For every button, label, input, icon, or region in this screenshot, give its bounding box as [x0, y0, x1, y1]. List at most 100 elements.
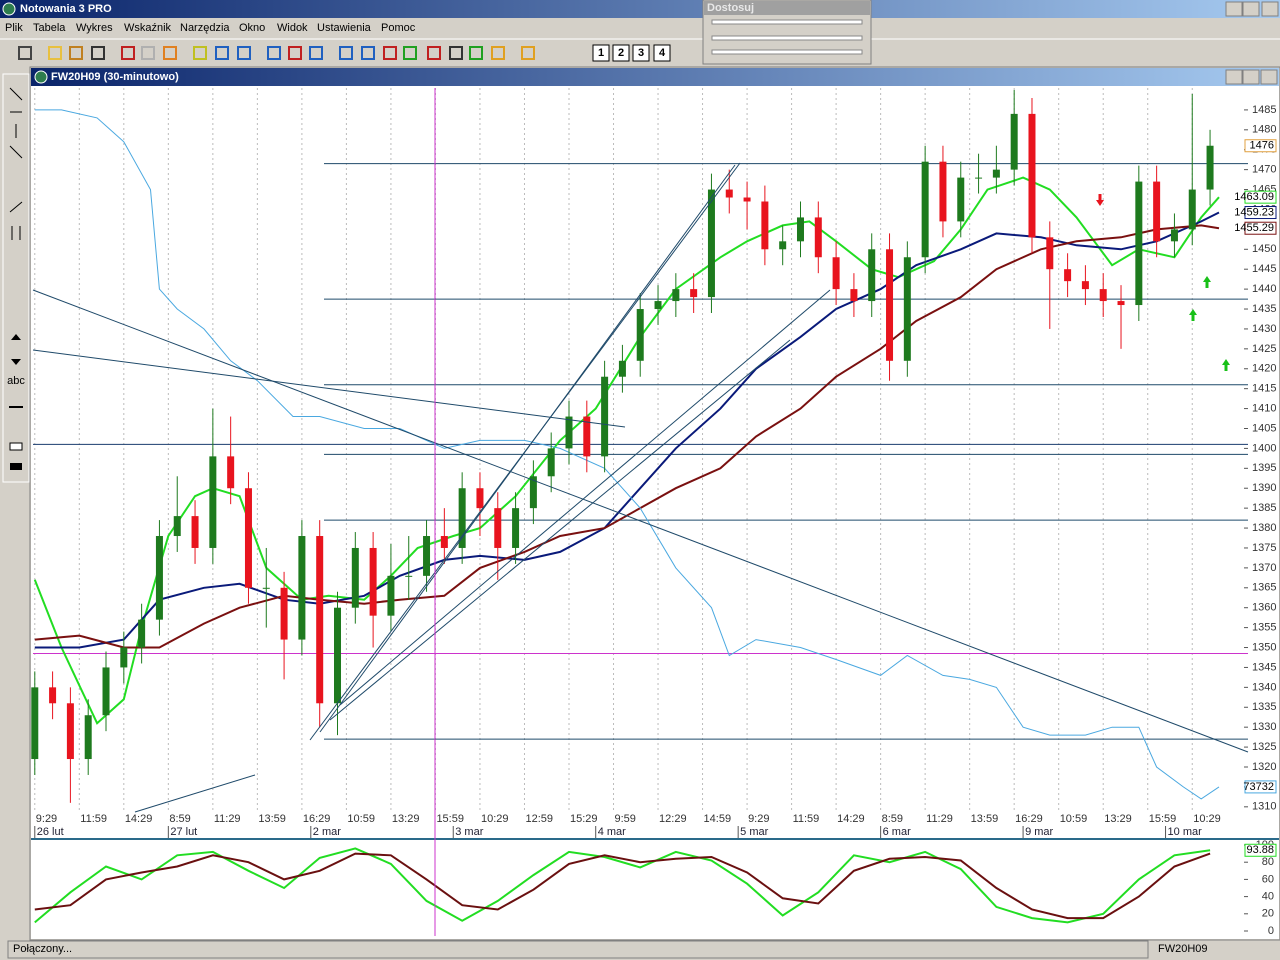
toolbar-button[interactable] — [383, 46, 397, 60]
candle-body — [476, 488, 484, 509]
candle-body — [440, 536, 448, 548]
candle-body — [173, 516, 181, 537]
y-tick-label: 1405 — [1252, 422, 1276, 434]
menu-item[interactable]: Wykres — [76, 22, 113, 34]
toolbar-button[interactable] — [141, 46, 155, 60]
candle-body — [832, 257, 840, 290]
value-tag — [1244, 206, 1277, 220]
slider[interactable] — [711, 49, 863, 55]
page-label[interactable]: 2 — [618, 47, 624, 59]
candle-body — [1064, 269, 1072, 282]
toolbar-button[interactable] — [267, 46, 281, 60]
maximize-button[interactable] — [1242, 69, 1260, 85]
toolbar-button[interactable] — [215, 46, 229, 60]
app-icon — [2, 2, 16, 16]
menu-item[interactable]: Ustawienia — [317, 22, 372, 34]
toolbar-button[interactable] — [469, 46, 483, 60]
minimize-button[interactable] — [1225, 69, 1243, 85]
y-tick-label: 1375 — [1252, 542, 1276, 554]
menu-item[interactable]: Okno — [239, 22, 265, 34]
window-buttons[interactable] — [1225, 1, 1279, 17]
y-tick-label: 1335 — [1252, 701, 1276, 713]
x-tick-label: 12:59 — [525, 813, 553, 825]
toolbar-button[interactable] — [121, 46, 135, 60]
maximize-button[interactable] — [1242, 1, 1260, 17]
menu-item[interactable]: Plik — [5, 22, 23, 34]
candle-body — [1153, 181, 1161, 242]
indicator-line — [34, 211, 1220, 649]
y-tick-label: 1440 — [1252, 283, 1276, 295]
toolbar-button[interactable] — [361, 46, 375, 60]
candle-body — [743, 197, 751, 202]
candle-body — [244, 488, 252, 588]
page-label[interactable]: 4 — [659, 47, 666, 59]
oscillator-chart: 02040608010093.88 — [34, 839, 1277, 937]
y-tick-label: 1400 — [1252, 442, 1276, 454]
x-tick-label: 16:29 — [1015, 813, 1043, 825]
tool-icon[interactable] — [10, 463, 22, 470]
page-button[interactable] — [612, 44, 630, 62]
candle-body — [387, 575, 395, 616]
page-button[interactable] — [653, 44, 671, 62]
tool-icon[interactable] — [9, 201, 23, 213]
menu-item[interactable]: Wskaźnik — [124, 22, 172, 34]
close-button[interactable] — [1261, 1, 1279, 17]
toolbar-button[interactable] — [91, 46, 105, 60]
y-tick-label: 1410 — [1252, 402, 1276, 414]
toolbar-button[interactable] — [48, 46, 62, 60]
menu-item[interactable]: Pomoc — [381, 22, 416, 34]
close-button[interactable] — [1260, 69, 1278, 85]
toolbar-button[interactable] — [288, 46, 302, 60]
price-panel — [31, 86, 1279, 838]
toolbar-button[interactable] — [427, 46, 441, 60]
toolbar-button[interactable] — [309, 46, 323, 60]
minimize-button[interactable] — [1225, 1, 1243, 17]
toolbar-button[interactable] — [521, 46, 535, 60]
x-tick-label: 10:29 — [1193, 813, 1221, 825]
candle-body — [120, 647, 128, 668]
slider[interactable] — [711, 35, 863, 41]
value-tag — [1244, 843, 1277, 857]
candle-body — [458, 488, 466, 548]
toolbar-button[interactable] — [403, 46, 417, 60]
page-button[interactable] — [632, 44, 650, 62]
toolbar-button[interactable] — [69, 46, 83, 60]
page-label[interactable]: 3 — [638, 47, 644, 59]
tool-icon[interactable] — [9, 442, 23, 451]
slider[interactable] — [711, 19, 863, 25]
candle-body — [565, 416, 573, 449]
toolbar-button[interactable] — [18, 46, 32, 60]
page-button[interactable] — [592, 44, 610, 62]
candle-body — [512, 508, 520, 548]
toolbar-button[interactable] — [449, 46, 463, 60]
price-chart: 9:29 11:59 14:29 8:59 11:29 13:59 16:29 10:59 13… — [31, 88, 1277, 838]
candle-body — [903, 257, 911, 361]
y-tick-label: 1390 — [1252, 482, 1276, 494]
x-tick-label: 11:59 — [793, 813, 820, 825]
toolbar-button[interactable] — [491, 46, 505, 60]
y-tick-label: 1480 — [1252, 124, 1276, 136]
tool-icon[interactable] — [9, 145, 23, 159]
toolbar-button[interactable] — [339, 46, 353, 60]
candle-body — [191, 516, 199, 548]
x-tick-label: 14:29 — [125, 813, 153, 825]
y-tick-label: 1385 — [1252, 502, 1276, 514]
menu-item[interactable]: Narzędzia — [180, 22, 230, 34]
menu-item[interactable]: Widok — [277, 22, 308, 34]
value-tag — [1244, 190, 1277, 204]
x-tick-label: 10:29 — [481, 813, 509, 825]
toolbar-button[interactable] — [193, 46, 207, 60]
text-tool[interactable]: abc — [7, 375, 25, 387]
tool-icon[interactable] — [9, 87, 23, 101]
chart-window-buttons[interactable] — [1225, 69, 1278, 85]
x-tick-label: 11:29 — [926, 813, 953, 825]
toolbar-button[interactable] — [163, 46, 177, 60]
toolbar-button[interactable] — [237, 46, 251, 60]
menu-item[interactable]: Tabela — [33, 22, 66, 34]
candle-body — [1170, 229, 1178, 242]
page-label[interactable]: 1 — [598, 47, 604, 59]
status-bar — [2, 941, 1278, 959]
title-bar — [0, 0, 1280, 18]
candle-body — [690, 289, 698, 298]
x-tick-label: 13:29 — [392, 813, 420, 825]
